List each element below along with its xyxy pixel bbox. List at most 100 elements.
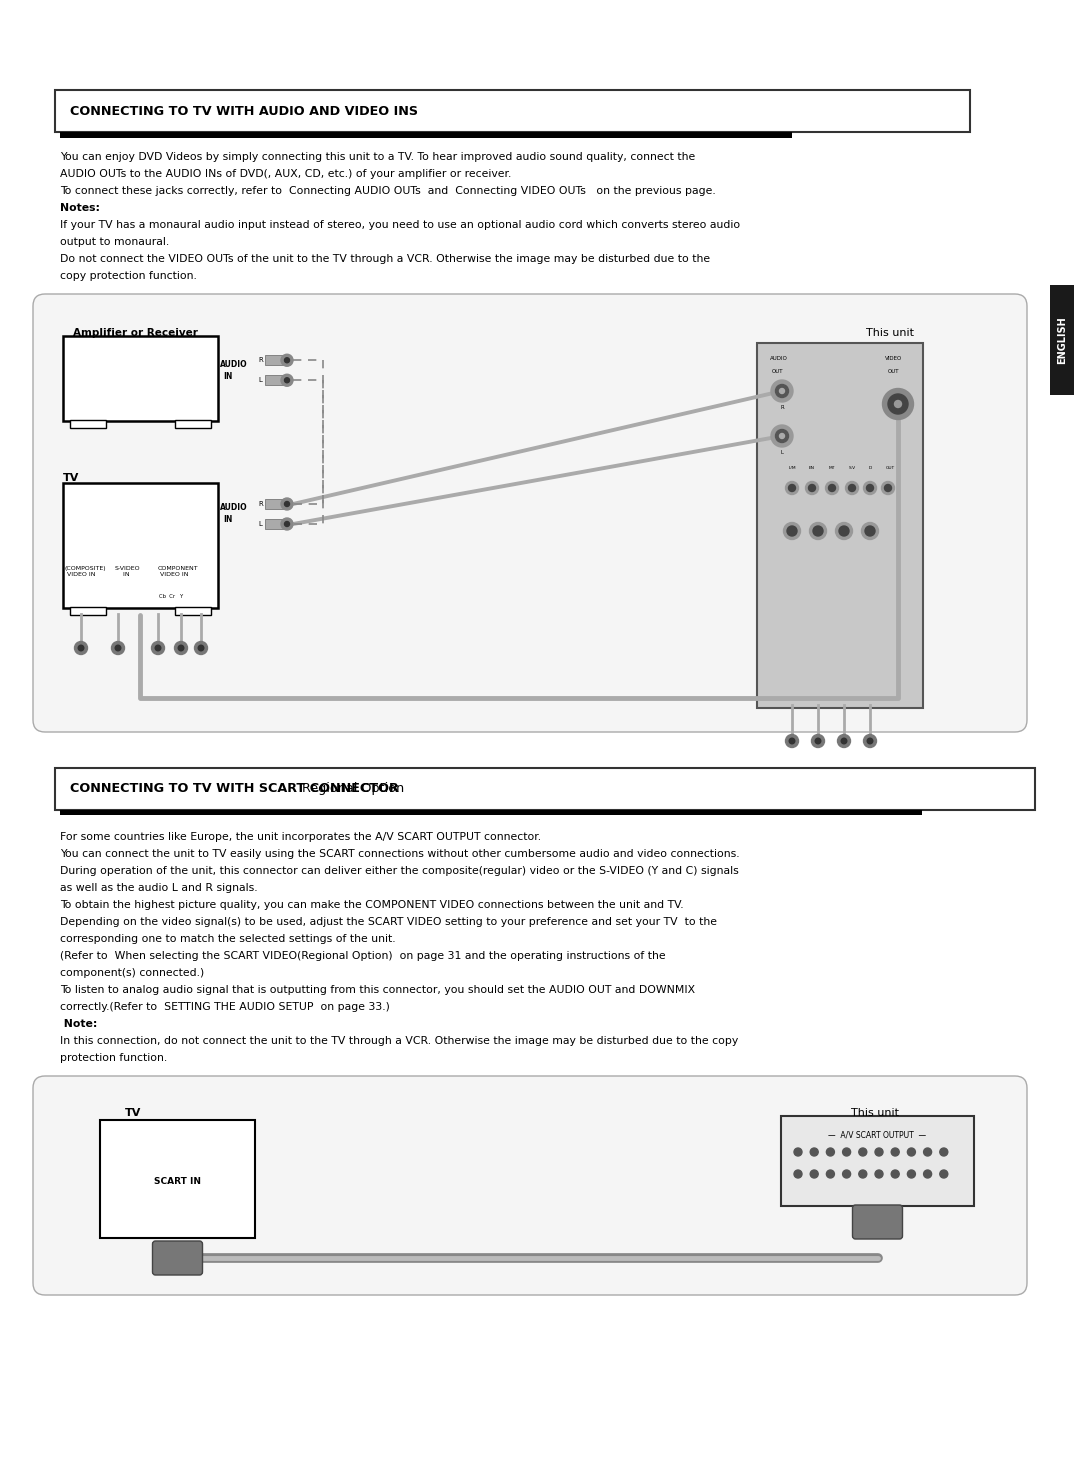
Text: (Refer to  When selecting the SCART VIDEO(Regional Option)  on page 31 and the o: (Refer to When selecting the SCART VIDEO… bbox=[60, 951, 665, 961]
Circle shape bbox=[284, 377, 289, 383]
Circle shape bbox=[891, 1170, 900, 1177]
Circle shape bbox=[837, 735, 851, 747]
Circle shape bbox=[116, 645, 121, 651]
FancyBboxPatch shape bbox=[757, 343, 923, 708]
Circle shape bbox=[281, 374, 293, 386]
Bar bbox=[70, 606, 106, 615]
Circle shape bbox=[894, 401, 902, 408]
Text: —  A/V SCART OUTPUT  —: — A/V SCART OUTPUT — bbox=[828, 1130, 927, 1139]
Circle shape bbox=[780, 389, 784, 393]
Text: To obtain the highest picture quality, you can make the COMPONENT VIDEO connecti: To obtain the highest picture quality, y… bbox=[60, 901, 684, 910]
Bar bbox=[55, 768, 1035, 810]
FancyBboxPatch shape bbox=[852, 1205, 903, 1239]
Circle shape bbox=[775, 385, 788, 398]
Bar bbox=[100, 1120, 255, 1238]
Circle shape bbox=[888, 393, 908, 414]
Circle shape bbox=[284, 358, 289, 362]
Text: OUT: OUT bbox=[886, 466, 894, 470]
FancyBboxPatch shape bbox=[781, 1117, 974, 1205]
Circle shape bbox=[875, 1148, 883, 1157]
FancyBboxPatch shape bbox=[1050, 285, 1074, 395]
Circle shape bbox=[923, 1148, 932, 1157]
Text: AUDIO: AUDIO bbox=[220, 359, 247, 368]
Bar bbox=[265, 355, 285, 365]
Text: R: R bbox=[780, 405, 784, 410]
Circle shape bbox=[846, 482, 859, 494]
Bar bbox=[63, 484, 218, 608]
Circle shape bbox=[775, 429, 788, 442]
Circle shape bbox=[859, 1148, 867, 1157]
Text: In this connection, do not connect the unit to the TV through a VCR. Otherwise t: In this connection, do not connect the u… bbox=[60, 1035, 739, 1046]
Text: output to monaural.: output to monaural. bbox=[60, 237, 170, 247]
FancyBboxPatch shape bbox=[152, 1241, 203, 1275]
Circle shape bbox=[849, 485, 855, 491]
Text: To connect these jacks correctly, refer to  Connecting AUDIO OUTs  and  Connecti: To connect these jacks correctly, refer … bbox=[60, 186, 716, 197]
Text: component(s) connected.): component(s) connected.) bbox=[60, 967, 204, 978]
Text: copy protection function.: copy protection function. bbox=[60, 271, 197, 281]
Text: L/M: L/M bbox=[788, 466, 796, 470]
Circle shape bbox=[810, 1148, 819, 1157]
Circle shape bbox=[156, 645, 161, 651]
Text: S-V: S-V bbox=[849, 466, 855, 470]
Circle shape bbox=[810, 1170, 819, 1177]
Text: Amplifier or Receiver: Amplifier or Receiver bbox=[73, 328, 198, 339]
Circle shape bbox=[794, 1148, 802, 1157]
Circle shape bbox=[866, 485, 874, 491]
Text: R: R bbox=[258, 501, 262, 507]
FancyBboxPatch shape bbox=[33, 294, 1027, 732]
Text: To listen to analog audio signal that is outputting from this connector, you sho: To listen to analog audio signal that is… bbox=[60, 985, 696, 995]
Text: as well as the audio L and R signals.: as well as the audio L and R signals. bbox=[60, 883, 258, 893]
Text: You can enjoy DVD Videos by simply connecting this unit to a TV. To hear improve: You can enjoy DVD Videos by simply conne… bbox=[60, 152, 696, 163]
Bar bbox=[265, 498, 285, 509]
Circle shape bbox=[789, 738, 795, 744]
Text: OUT: OUT bbox=[888, 368, 900, 374]
Circle shape bbox=[881, 482, 894, 494]
Text: CONNECTING TO TV WITH AUDIO AND VIDEO INS: CONNECTING TO TV WITH AUDIO AND VIDEO IN… bbox=[70, 105, 418, 117]
Circle shape bbox=[788, 485, 796, 491]
Circle shape bbox=[842, 1170, 851, 1177]
Circle shape bbox=[864, 482, 877, 494]
Text: This unit: This unit bbox=[866, 328, 914, 339]
Text: SCART IN: SCART IN bbox=[154, 1177, 201, 1186]
Circle shape bbox=[891, 1148, 900, 1157]
Bar bbox=[63, 336, 218, 422]
Text: R: R bbox=[258, 358, 262, 364]
Circle shape bbox=[194, 642, 207, 655]
Circle shape bbox=[151, 642, 164, 655]
Bar bbox=[175, 420, 211, 427]
Bar bbox=[175, 606, 211, 615]
FancyBboxPatch shape bbox=[33, 1077, 1027, 1296]
Text: IN: IN bbox=[222, 516, 232, 525]
Circle shape bbox=[771, 380, 793, 402]
Text: VIDEO: VIDEO bbox=[885, 356, 902, 361]
Text: TV: TV bbox=[125, 1108, 141, 1118]
Circle shape bbox=[907, 1170, 916, 1177]
Circle shape bbox=[199, 645, 204, 651]
Bar bbox=[265, 519, 285, 529]
Circle shape bbox=[836, 522, 852, 540]
Circle shape bbox=[923, 1170, 932, 1177]
Circle shape bbox=[111, 642, 124, 655]
Circle shape bbox=[810, 522, 826, 540]
Circle shape bbox=[811, 735, 824, 747]
Circle shape bbox=[281, 355, 293, 367]
Circle shape bbox=[809, 485, 815, 491]
Circle shape bbox=[859, 1170, 867, 1177]
Text: MT: MT bbox=[828, 466, 835, 470]
Text: L: L bbox=[258, 377, 261, 383]
Text: This unit: This unit bbox=[851, 1108, 899, 1118]
Text: protection function.: protection function. bbox=[60, 1053, 167, 1063]
Text: D: D bbox=[868, 466, 872, 470]
Text: TV: TV bbox=[63, 473, 79, 484]
Bar bbox=[60, 809, 922, 815]
Circle shape bbox=[787, 527, 797, 535]
Text: ENGLISH: ENGLISH bbox=[1057, 317, 1067, 364]
Text: For some countries like Europe, the unit incorporates the A/V SCART OUTPUT conne: For some countries like Europe, the unit… bbox=[60, 833, 541, 842]
Text: EN: EN bbox=[809, 466, 815, 470]
Circle shape bbox=[78, 645, 84, 651]
Text: AUDIO: AUDIO bbox=[770, 356, 788, 361]
Circle shape bbox=[794, 1170, 802, 1177]
Text: OUT: OUT bbox=[772, 368, 783, 374]
Circle shape bbox=[281, 518, 293, 529]
Circle shape bbox=[785, 482, 798, 494]
